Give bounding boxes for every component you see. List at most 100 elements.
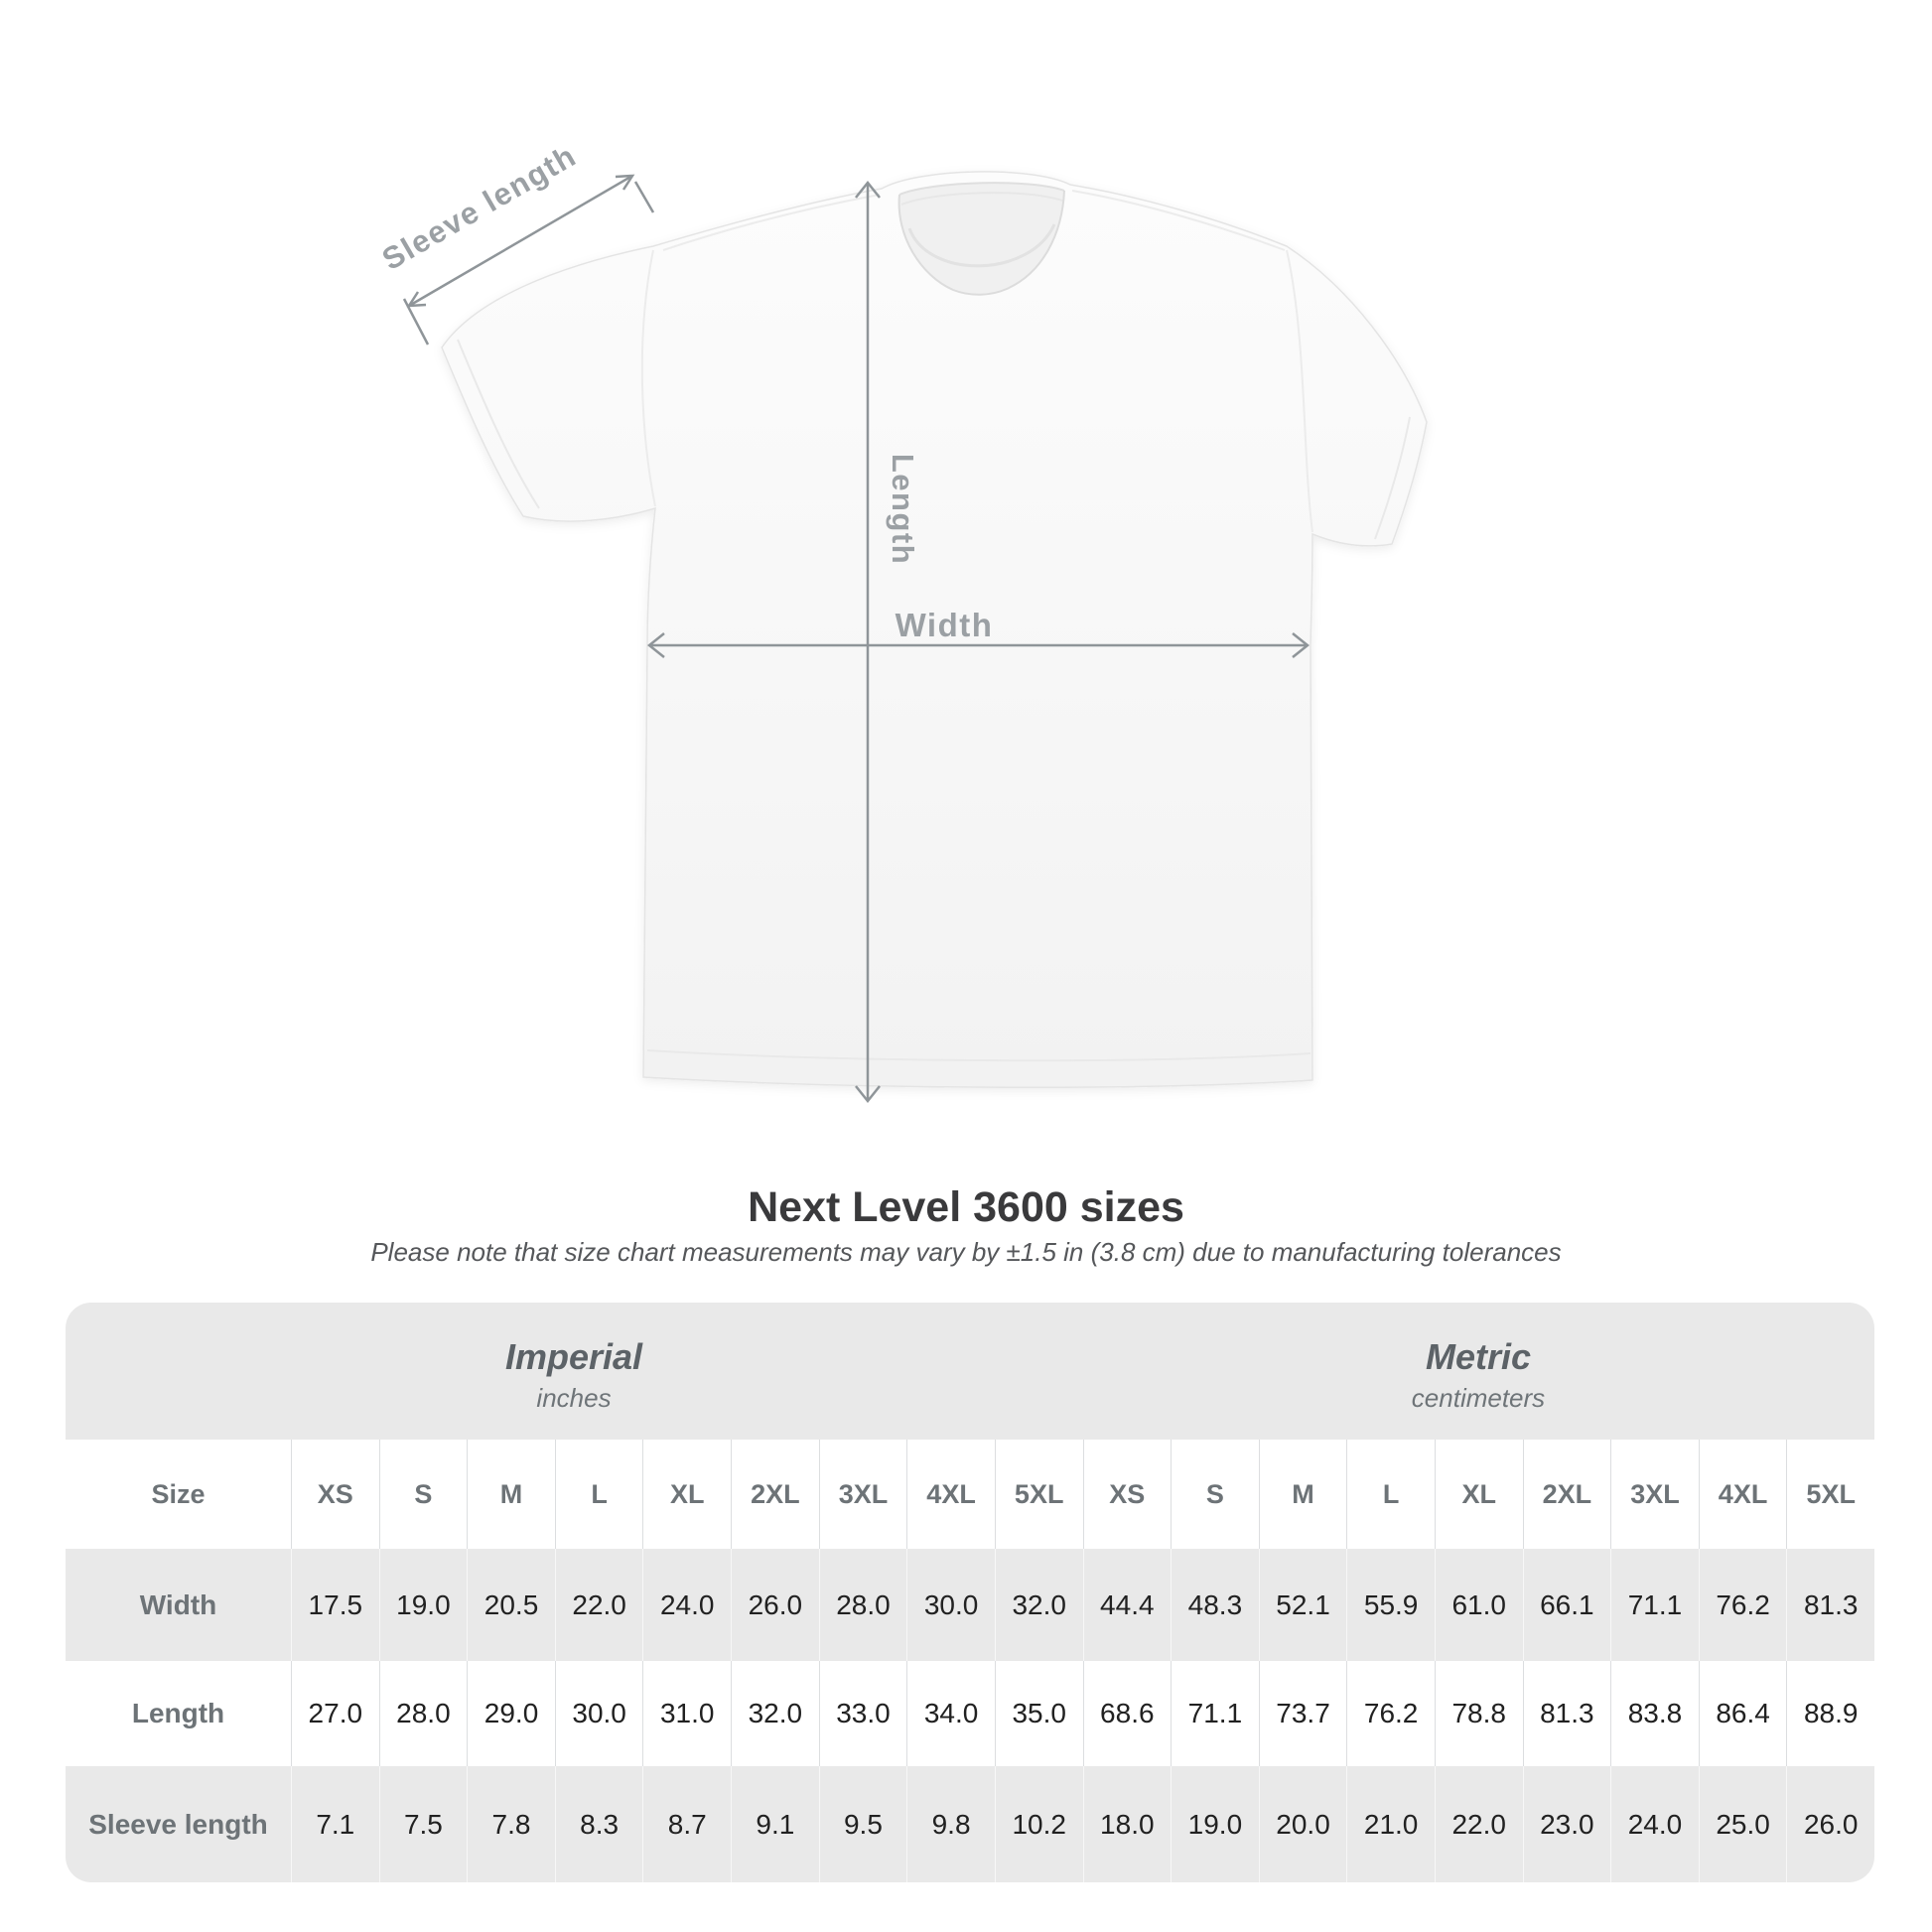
size-header-cell: 3XL [1610, 1440, 1699, 1549]
width-label: Width [896, 607, 994, 643]
value-cell: 19.0 [1171, 1766, 1259, 1882]
value-cell: 8.7 [642, 1766, 731, 1882]
table-row-sleeve-length: Sleeve length 7.1 7.5 7.8 8.3 8.7 9.1 9.5 9.8 10… [66, 1766, 1874, 1882]
neck-opening [898, 183, 1064, 295]
value-cell: 68.6 [1082, 1661, 1172, 1766]
value-cell: 30.0 [906, 1549, 995, 1661]
value-cell: 81.3 [1786, 1549, 1874, 1661]
table-row-width: Width 17.5 19.0 20.5 22.0 24.0 26.0 28.0 30.0 32… [66, 1549, 1874, 1661]
value-cell: 7.8 [467, 1766, 555, 1882]
value-cell: 24.0 [1610, 1766, 1699, 1882]
value-cell: 76.2 [1346, 1661, 1435, 1766]
sleeve-length-label: Sleeve length [376, 138, 582, 277]
value-cell: 73.7 [1258, 1661, 1347, 1766]
value-cell: 23.0 [1522, 1766, 1611, 1882]
size-column-header: Size [151, 1478, 206, 1509]
right-cuff-stitch [1374, 416, 1411, 540]
value-cell: 28.0 [378, 1661, 468, 1766]
value-cell: 71.1 [1171, 1661, 1259, 1766]
size-header-cell: M [467, 1440, 555, 1549]
value-cell: 28.0 [818, 1549, 907, 1661]
value-cell: 55.9 [1346, 1549, 1435, 1661]
tshirt-illustration [441, 171, 1428, 1088]
size-header-cell: 4XL [906, 1440, 995, 1549]
length-label: Length [886, 454, 920, 565]
value-cell: 24.0 [642, 1549, 731, 1661]
size-header-cell: 5XL [1786, 1440, 1874, 1549]
size-header-row: Size XS S M L XL 2XL 3XL 4XL 5XL XS S M L XL 2XL 3XL 4X… [66, 1440, 1874, 1549]
size-header-cell: L [554, 1440, 643, 1549]
size-header-cell: 3XL [818, 1440, 907, 1549]
page-title: Next Level 3600 sizes [748, 1183, 1184, 1231]
value-cell: 78.8 [1434, 1661, 1523, 1766]
size-header-cell: S [1171, 1440, 1259, 1549]
right-shoulder-seam [1071, 190, 1286, 251]
value-cell: 81.3 [1522, 1661, 1611, 1766]
value-cell: 52.1 [1258, 1549, 1347, 1661]
value-cell: 10.2 [994, 1766, 1083, 1882]
value-cell: 30.0 [554, 1661, 643, 1766]
value-cell: 27.0 [291, 1661, 379, 1766]
value-cell: 61.0 [1434, 1549, 1523, 1661]
value-cell: 19.0 [378, 1549, 468, 1661]
size-header-cell: 5XL [994, 1440, 1083, 1549]
width-arrow: Width [646, 607, 1311, 658]
value-cell: 18.0 [1082, 1766, 1172, 1882]
metric-unit-header: Metric centimeters [1082, 1303, 1874, 1440]
value-cell: 32.0 [731, 1661, 819, 1766]
size-header-cell: 2XL [1522, 1440, 1611, 1549]
value-cell: 86.4 [1698, 1661, 1787, 1766]
metric-label: Metric [1425, 1336, 1532, 1377]
collar-inner-edge [898, 182, 1065, 196]
value-cell: 48.3 [1171, 1549, 1259, 1661]
size-header-cell: XL [1434, 1440, 1523, 1549]
table-row-length: Length 27.0 28.0 29.0 30.0 31.0 32.0 33.0 34.0 3… [66, 1661, 1874, 1766]
value-cell: 17.5 [291, 1549, 379, 1661]
value-cell: 26.0 [731, 1549, 819, 1661]
unit-header-band: Imperial inches Metric centimeters [66, 1303, 1874, 1440]
row-label: Sleeve length [88, 1808, 268, 1840]
tolerance-note: Please note that size chart measurements… [370, 1237, 1562, 1267]
left-sleeve-seam [640, 249, 656, 507]
value-cell: 7.5 [378, 1766, 468, 1882]
value-cell: 76.2 [1698, 1549, 1787, 1661]
size-header-cell: L [1346, 1440, 1435, 1549]
value-cell: 66.1 [1522, 1549, 1611, 1661]
size-header-cell: XL [642, 1440, 731, 1549]
size-header-cell: S [378, 1440, 468, 1549]
imperial-label: Imperial [504, 1336, 643, 1377]
value-cell: 8.3 [554, 1766, 643, 1882]
size-header-cell: XS [291, 1440, 379, 1549]
metric-sublabel: centimeters [1411, 1383, 1546, 1413]
value-cell: 22.0 [554, 1549, 643, 1661]
neck-shadow [907, 223, 1056, 268]
value-cell: 22.0 [1434, 1766, 1523, 1882]
size-header-cell: XS [1082, 1440, 1172, 1549]
value-cell: 9.5 [818, 1766, 907, 1882]
neckline-outline [897, 190, 1065, 296]
value-cell: 21.0 [1346, 1766, 1435, 1882]
value-cell: 20.5 [467, 1549, 555, 1661]
value-cell: 31.0 [642, 1661, 731, 1766]
imperial-sublabel: inches [536, 1383, 612, 1413]
tshirt-measurement-diagram: Sleeve length Length Width [376, 138, 1428, 1104]
value-cell: 7.1 [291, 1766, 379, 1882]
value-cell: 9.8 [906, 1766, 995, 1882]
value-cell: 25.0 [1698, 1766, 1787, 1882]
value-cell: 26.0 [1786, 1766, 1874, 1882]
collar-seam [900, 192, 1063, 206]
right-sleeve-seam [1286, 249, 1313, 533]
value-cell: 20.0 [1258, 1766, 1347, 1882]
length-arrow: Length [855, 180, 920, 1104]
size-chart-table: Imperial inches Metric centimeters Size … [66, 1303, 1874, 1882]
hem-stitch [646, 1049, 1311, 1062]
row-label: Width [139, 1588, 217, 1620]
left-cuff-stitch [457, 339, 540, 509]
left-shoulder-seam [662, 194, 881, 251]
imperial-unit-header: Imperial inches [66, 1303, 1082, 1440]
value-cell: 88.9 [1786, 1661, 1874, 1766]
tshirt-silhouette [441, 171, 1428, 1088]
value-cell: 83.8 [1610, 1661, 1699, 1766]
value-cell: 44.4 [1082, 1549, 1172, 1661]
